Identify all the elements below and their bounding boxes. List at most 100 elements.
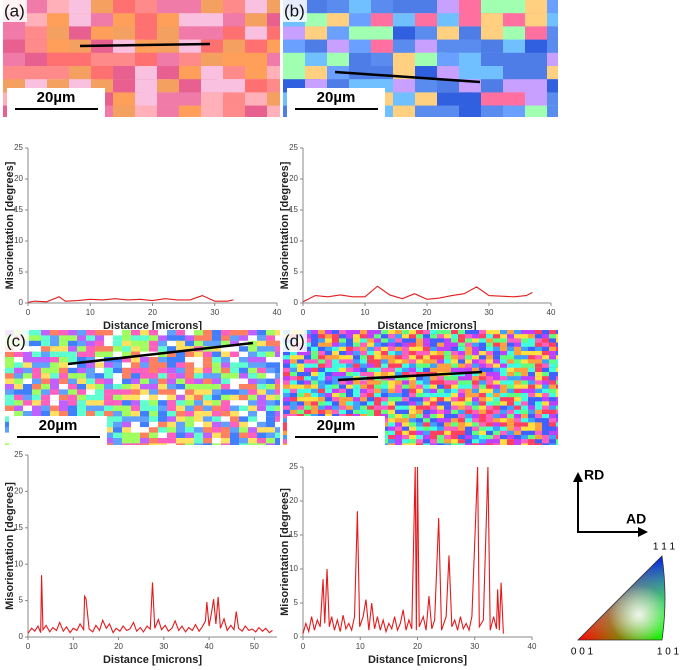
grain xyxy=(402,367,416,373)
grain xyxy=(203,438,215,445)
x-tick-label: 20 xyxy=(423,308,432,317)
grain xyxy=(472,426,482,432)
grain xyxy=(444,418,458,424)
grain xyxy=(500,397,509,403)
grain xyxy=(275,443,280,445)
grain xyxy=(486,388,495,394)
grain xyxy=(266,351,279,358)
grain xyxy=(486,435,496,441)
x-tick-label: 30 xyxy=(470,642,479,651)
grain xyxy=(167,378,177,385)
grain xyxy=(267,79,280,94)
grain xyxy=(444,430,452,436)
grain xyxy=(493,376,506,382)
grain xyxy=(194,405,204,412)
grain xyxy=(521,409,534,415)
grain xyxy=(230,416,244,423)
grain xyxy=(212,405,222,412)
grain xyxy=(472,367,482,373)
grain xyxy=(444,443,454,445)
grain xyxy=(104,373,121,380)
grain xyxy=(230,411,247,418)
grain xyxy=(535,426,543,432)
grain xyxy=(493,435,506,441)
grain xyxy=(41,346,53,353)
panel-label: (d) xyxy=(284,331,305,350)
panel: 20µm (b) 0 5 10 15 20 25 0 10 20 30 40 Distance [micr… xyxy=(279,0,558,332)
grain xyxy=(203,394,217,402)
grain xyxy=(381,346,393,352)
grain xyxy=(176,432,190,439)
grain xyxy=(245,105,269,117)
grain xyxy=(556,355,558,361)
grain xyxy=(360,372,369,378)
grain xyxy=(437,338,451,344)
grain xyxy=(444,338,453,344)
grain xyxy=(104,351,114,358)
grain xyxy=(353,393,361,399)
grain xyxy=(140,405,156,412)
grain xyxy=(521,359,535,365)
grain xyxy=(23,330,36,337)
grain xyxy=(542,405,554,411)
grain xyxy=(521,346,529,352)
grain xyxy=(437,105,464,117)
grain xyxy=(479,435,493,441)
grain xyxy=(339,334,347,340)
grain xyxy=(500,351,511,357)
x-tick-label: 0 xyxy=(301,642,306,651)
grain xyxy=(402,376,414,382)
grain xyxy=(556,430,558,436)
grain xyxy=(86,335,100,342)
grain xyxy=(275,351,280,358)
grain xyxy=(257,335,270,342)
grain xyxy=(318,372,331,378)
grain xyxy=(374,355,387,361)
grain xyxy=(266,438,280,445)
grain xyxy=(68,367,81,375)
grain xyxy=(388,414,397,420)
grain xyxy=(223,105,256,117)
grain xyxy=(500,355,512,361)
grain xyxy=(50,389,60,396)
grain xyxy=(542,380,555,386)
grain xyxy=(500,384,514,390)
y-tick-label: 25 xyxy=(14,143,23,152)
grain xyxy=(239,389,250,396)
grain xyxy=(535,380,543,386)
grain xyxy=(176,389,190,396)
grain xyxy=(556,342,558,348)
grain xyxy=(230,405,240,412)
grain xyxy=(430,405,441,411)
grain xyxy=(185,443,198,445)
grain xyxy=(176,351,186,358)
grain xyxy=(528,422,539,428)
grain xyxy=(542,334,551,340)
grain xyxy=(257,405,273,412)
grain xyxy=(472,388,480,394)
grain xyxy=(318,346,330,352)
grain xyxy=(416,376,426,382)
grain xyxy=(113,351,126,358)
grain xyxy=(201,66,226,81)
grain xyxy=(194,373,210,380)
grain xyxy=(416,393,425,399)
grain xyxy=(50,357,61,364)
grain xyxy=(257,378,270,385)
grain xyxy=(423,405,434,411)
grain xyxy=(245,66,274,81)
grain xyxy=(257,351,272,358)
grain xyxy=(257,362,272,369)
grain xyxy=(486,384,500,390)
grain xyxy=(535,330,543,336)
grain xyxy=(297,380,305,386)
x-axis-label: Distance [microns] xyxy=(377,320,476,332)
grain xyxy=(239,367,253,375)
grain xyxy=(346,388,359,394)
grain xyxy=(479,397,491,403)
grain xyxy=(451,401,465,407)
grain xyxy=(437,376,449,382)
grain xyxy=(113,411,126,418)
grain xyxy=(104,443,119,445)
grain xyxy=(549,430,558,436)
